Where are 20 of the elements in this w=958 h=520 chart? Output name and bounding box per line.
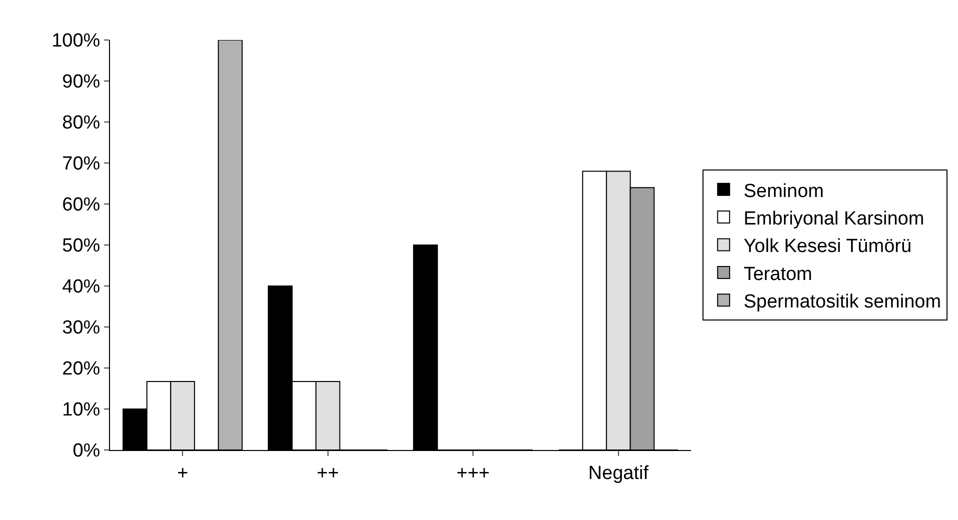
y-tick-label: 30% (62, 318, 100, 339)
legend-label: Yolk Kesesi Tümörü (744, 236, 912, 258)
y-tick-label: 80% (62, 112, 100, 134)
x-tick-label: +++ (456, 462, 490, 484)
y-tick-label: 50% (62, 236, 100, 257)
legend-label: Embriyonal Karsinom (744, 208, 924, 230)
y-tick-label: 60% (62, 194, 100, 216)
y-tick-label: 20% (62, 358, 100, 380)
x-tick-label: Negatif (588, 462, 650, 484)
y-tick-label: 100% (52, 30, 100, 52)
legend-label: Seminom (744, 180, 824, 202)
x-tick-label: + (177, 462, 188, 484)
y-tick-label: 70% (62, 154, 100, 175)
y-tick-label: 10% (62, 400, 100, 421)
x-tick-label: ++ (316, 462, 339, 484)
y-tick-label: 0% (72, 440, 100, 462)
y-tick-label: 40% (62, 276, 100, 298)
y-tick-label: 90% (62, 72, 100, 93)
legend-label: Teratom (744, 264, 812, 285)
legend-label: Spermatositik seminom (744, 292, 942, 313)
